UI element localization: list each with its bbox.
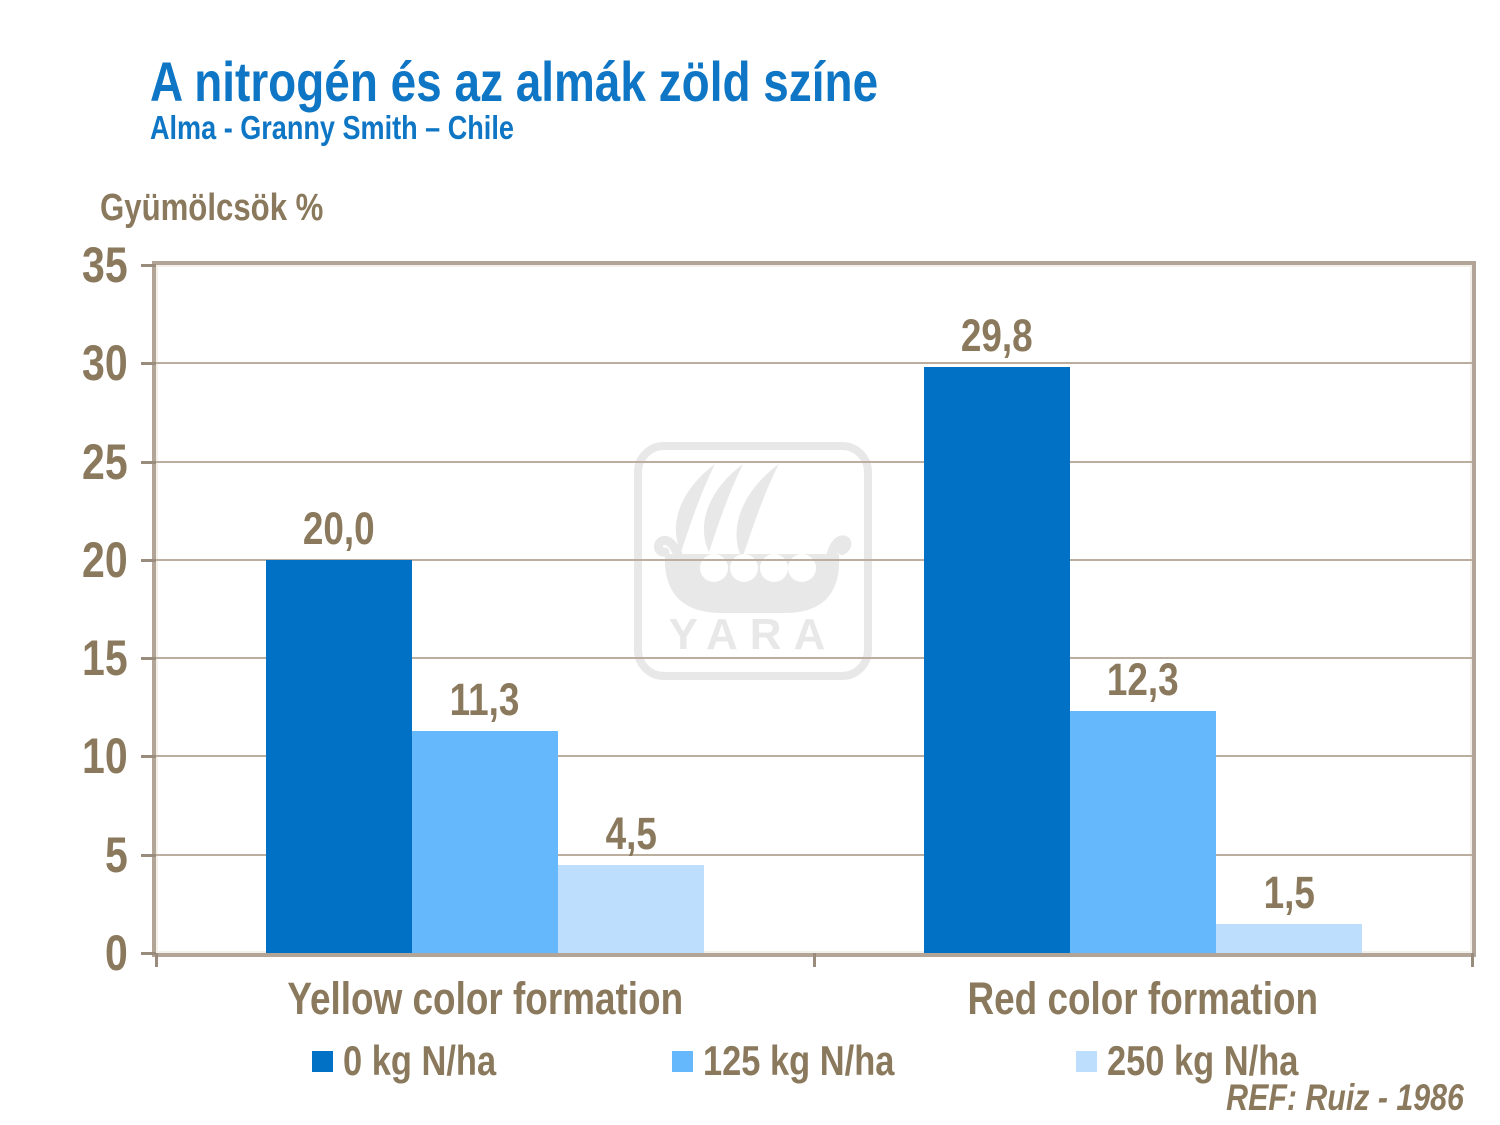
- legend-label: 250 kg N/ha: [1107, 1038, 1340, 1084]
- chart-subtitle-text: Alma - Granny Smith – Chile: [150, 109, 514, 146]
- legend-label: 0 kg N/ha: [343, 1038, 530, 1084]
- y-tick-label-text: 15: [82, 630, 128, 687]
- bar-value-label: 20,0: [249, 502, 429, 554]
- y-tick-label-30: 30: [28, 338, 128, 388]
- y-tick-label-10: 10: [28, 731, 128, 781]
- category-label-0: Yellow color formation: [156, 974, 814, 1024]
- y-tick-label-text: 5: [105, 826, 128, 883]
- bar-value-text: 12,3: [1107, 654, 1179, 706]
- bar-value-label: 1,5: [1199, 866, 1379, 918]
- gridline-20: [156, 558, 1472, 561]
- watermark-wordmark: YARA: [669, 610, 838, 659]
- chart-title: A nitrogén és az almák zöld színe: [150, 52, 1038, 112]
- legend-item-0-kg-n-ha: 0 kg N/ha: [312, 1038, 530, 1084]
- y-tick-label-text: 20: [82, 531, 128, 588]
- legend-swatch: [1076, 1050, 1097, 1072]
- category-label-text: Red color formation: [967, 973, 1319, 1024]
- reference-note: REF: Ruiz - 1986: [1174, 1078, 1464, 1118]
- gridline-15: [156, 657, 1472, 660]
- bar-250-kg-n-ha-group0: [558, 864, 704, 953]
- watermark-frame: [634, 442, 872, 680]
- y-tick-label-text: 10: [82, 728, 128, 785]
- bar-value-text: 11,3: [450, 673, 520, 725]
- x-tick-mark-1: [813, 953, 816, 967]
- y-tick-label-0: 0: [28, 928, 128, 978]
- y-tick-label-20: 20: [28, 535, 128, 585]
- bar-125-kg-n-ha-group1: [1070, 711, 1216, 953]
- gridline-10: [156, 755, 1472, 758]
- bar-0-kg-n-ha-group1: [924, 367, 1070, 953]
- viking-ship-sails: [675, 464, 779, 560]
- y-tick-mark-0: [141, 952, 156, 955]
- legend-item-125-kg-n-ha: 125 kg N/ha: [672, 1038, 936, 1084]
- legend-label-text: 250 kg N/ha: [1107, 1037, 1299, 1084]
- bar-value-text: 20,0: [303, 502, 375, 554]
- gridline-30: [156, 362, 1472, 365]
- x-tick-mark-2: [1471, 953, 1474, 967]
- y-tick-label-text: 30: [82, 335, 128, 392]
- bar-value-text: 29,8: [961, 310, 1033, 362]
- y-tick-mark-5: [141, 853, 156, 857]
- y-tick-mark-25: [141, 460, 156, 464]
- y-tick-label-35: 35: [28, 240, 128, 290]
- y-tick-mark-20: [141, 558, 156, 562]
- chart-title-text: A nitrogén és az almák zöld színe: [150, 50, 879, 113]
- y-tick-label-text: 25: [82, 433, 128, 490]
- y-tick-label-text: 35: [82, 237, 128, 293]
- legend-swatch: [312, 1050, 333, 1072]
- bar-value-label: 11,3: [395, 673, 575, 725]
- y-tick-mark-30: [141, 362, 156, 366]
- bar-value-label: 29,8: [907, 311, 1087, 361]
- category-label-1: Red color formation: [814, 974, 1472, 1024]
- bar-250-kg-n-ha-group1: [1216, 923, 1362, 953]
- legend-label: 125 kg N/ha: [703, 1038, 936, 1084]
- reference-note-text: REF: Ruiz - 1986: [1226, 1077, 1464, 1118]
- legend-label-text: 0 kg N/ha: [343, 1037, 497, 1084]
- bar-value-text: 1,5: [1263, 866, 1315, 918]
- y-tick-label-5: 5: [28, 830, 128, 880]
- y-axis-title-text: Gyümölcsök %: [100, 187, 324, 229]
- y-tick-label-25: 25: [28, 437, 128, 487]
- bar-value-label: 12,3: [1053, 655, 1233, 705]
- x-tick-mark-0: [155, 953, 158, 967]
- legend-swatch: [672, 1050, 693, 1072]
- y-tick-label-text: 0: [105, 925, 128, 981]
- y-tick-mark-10: [141, 755, 156, 759]
- gridline-25: [156, 460, 1472, 463]
- bar-value-text: 4,5: [605, 807, 657, 859]
- legend-label-text: 125 kg N/ha: [703, 1037, 895, 1084]
- gridline-5: [156, 853, 1472, 856]
- y-axis-title: Gyümölcsök %: [100, 186, 372, 230]
- y-tick-mark-35: [141, 264, 156, 267]
- category-label-text: Yellow color formation: [287, 973, 683, 1024]
- bar-value-label: 4,5: [541, 807, 721, 859]
- viking-ship-hull: [653, 535, 852, 613]
- yara-logo-watermark: YARA: [634, 442, 872, 680]
- y-tick-label-15: 15: [28, 633, 128, 683]
- legend-item-250-kg-n-ha: 250 kg N/ha: [1076, 1038, 1340, 1084]
- chart-subtitle: Alma - Granny Smith – Chile: [150, 108, 594, 148]
- y-tick-mark-15: [141, 657, 156, 661]
- bar-0-kg-n-ha-group0: [266, 559, 412, 953]
- bar-125-kg-n-ha-group0: [412, 730, 558, 953]
- plot-area: YARA 20,0 29,8 11,3 12,3 4,5 1,5: [152, 261, 1476, 957]
